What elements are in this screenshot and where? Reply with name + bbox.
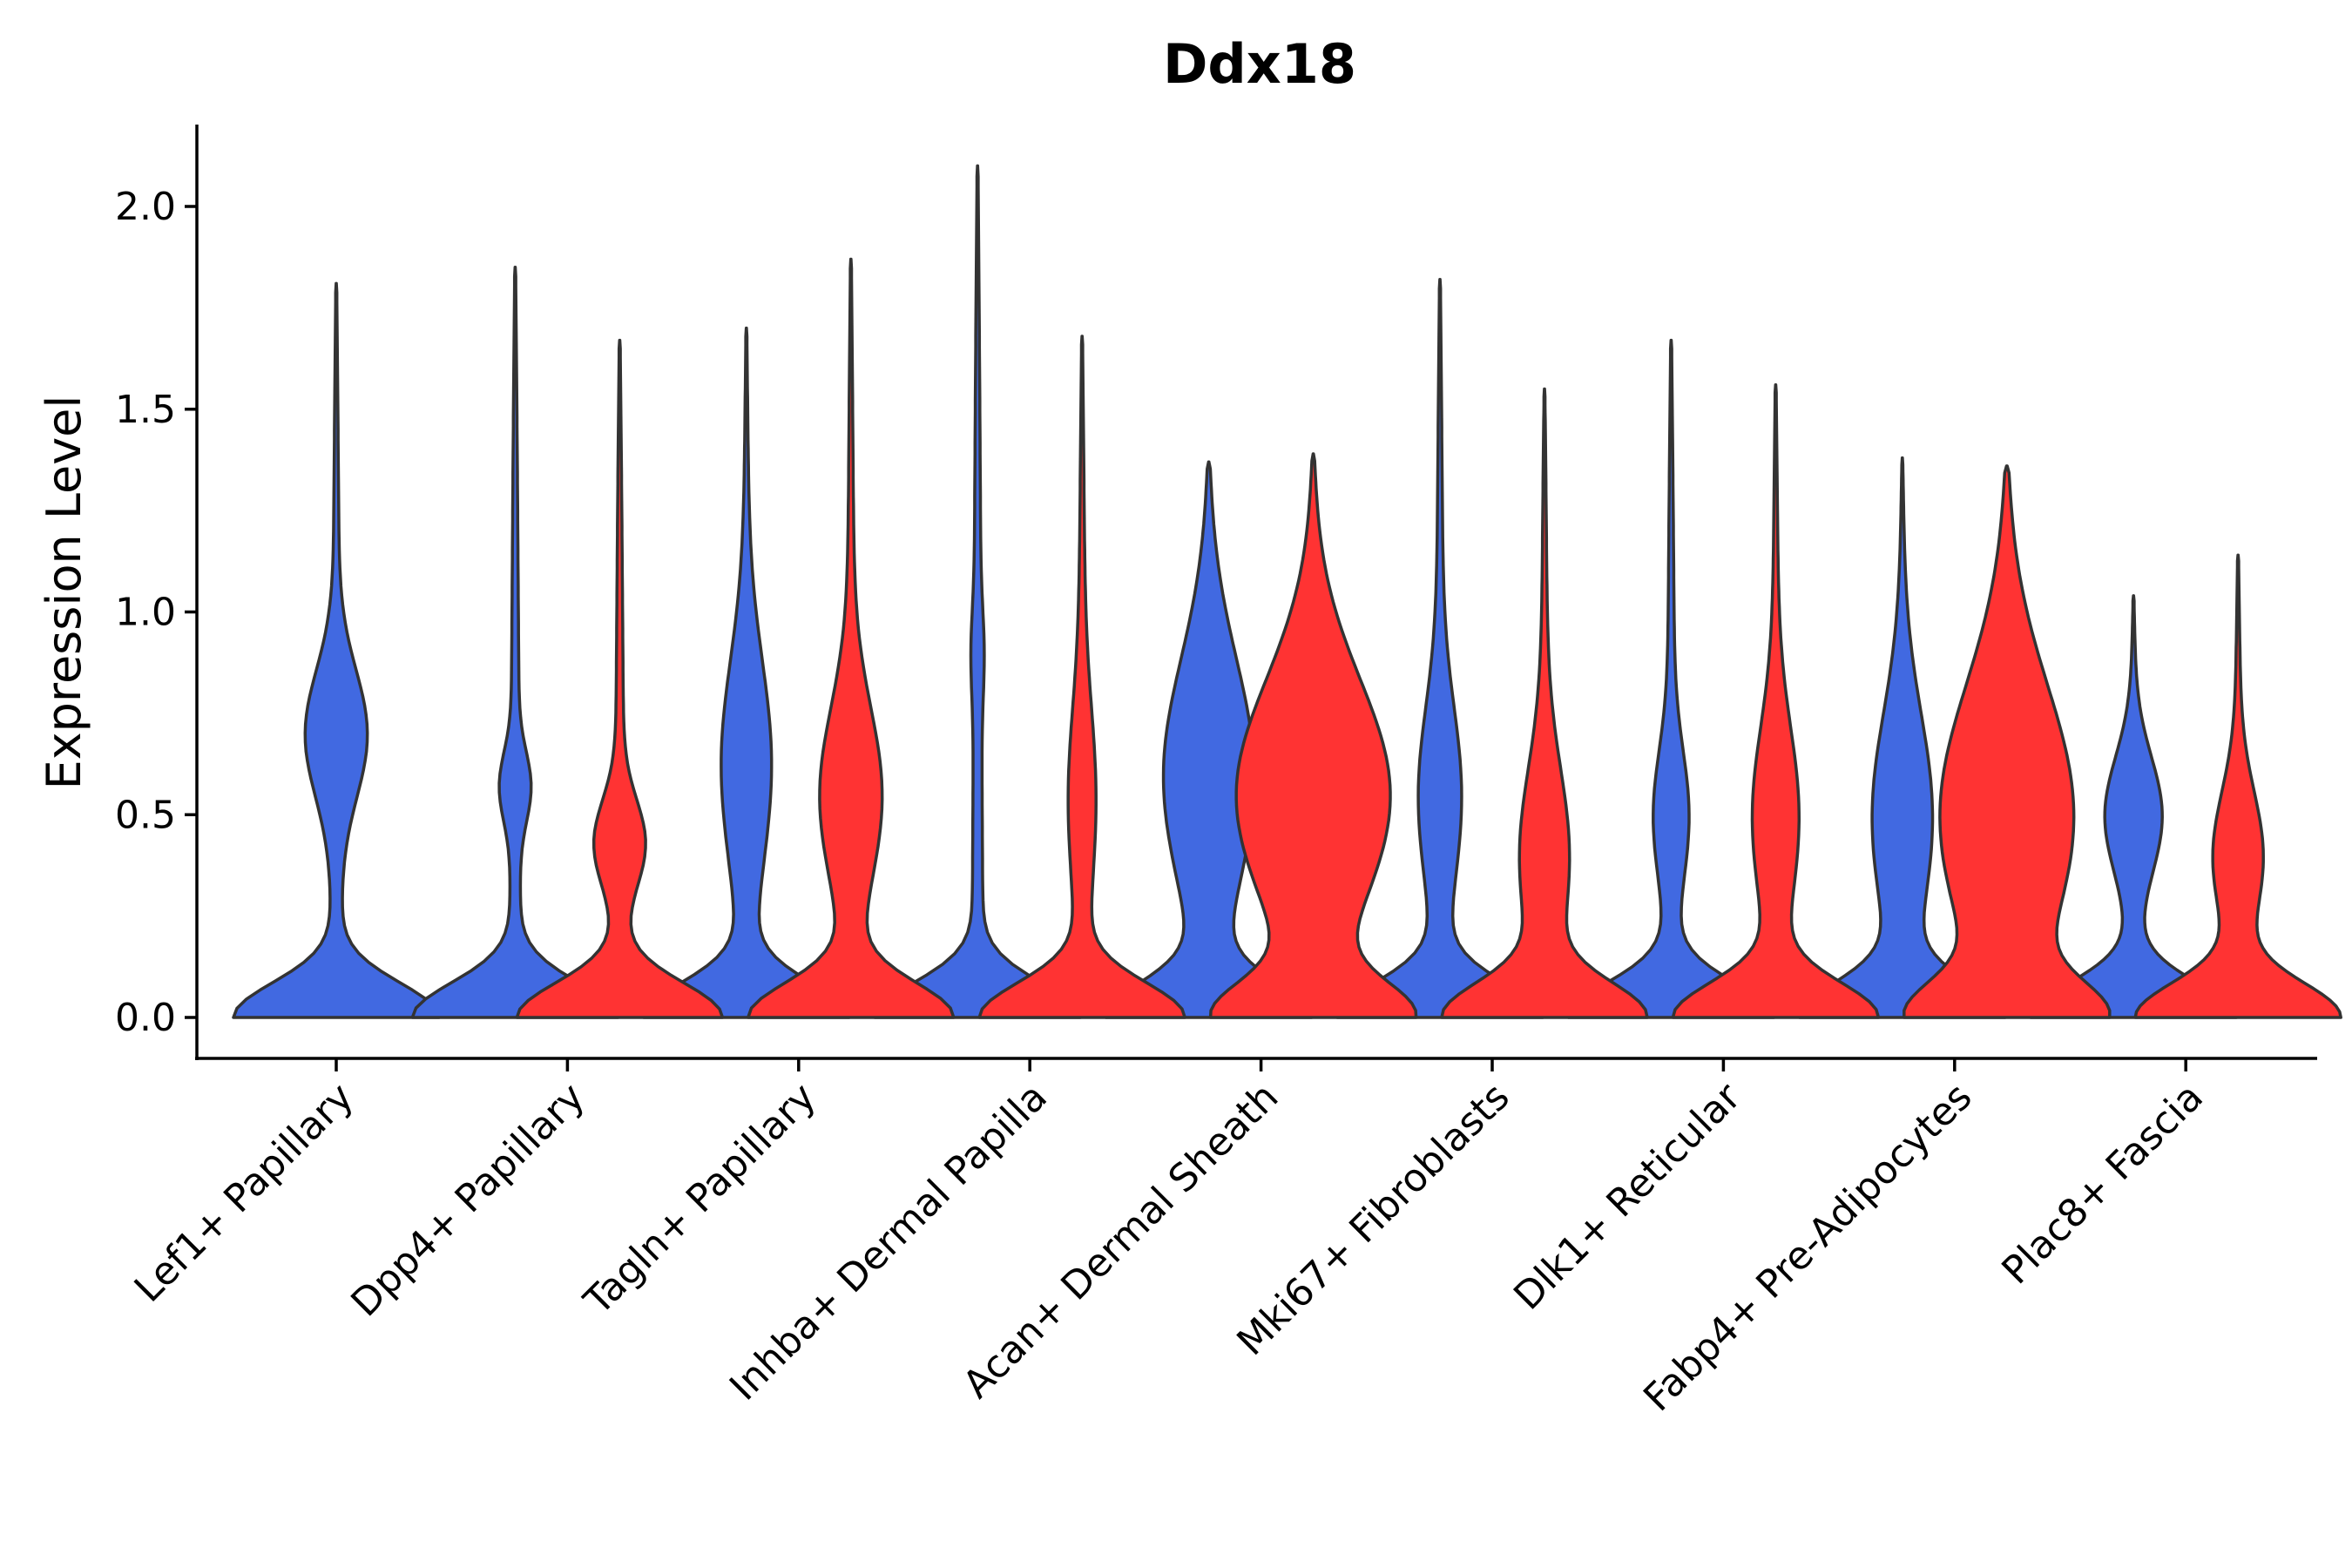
violin-group1 — [1566, 338, 1776, 1019]
y-tick-label: 0.0 — [115, 996, 176, 1040]
chart-title: Ddx18 — [1163, 32, 1356, 96]
y-tick-label: 2.0 — [115, 185, 176, 229]
violin-group2 — [1440, 387, 1649, 1019]
violin-group1 — [1335, 278, 1544, 1019]
violin-group1 — [2029, 594, 2238, 1019]
violin-group — [232, 164, 2342, 1019]
violin-group1 — [1798, 456, 2007, 1019]
x-tick-label: Plac8+ Fascia — [1993, 1075, 2212, 1294]
violin-group2 — [977, 335, 1186, 1019]
x-tick-label: Tagln+ Papillary — [575, 1075, 824, 1324]
violin-group2 — [1903, 464, 2112, 1019]
x-tick-label: Dlk1+ Reticular — [1505, 1074, 1750, 1319]
violin-group1 — [410, 266, 620, 1019]
violin-group2 — [515, 338, 725, 1019]
violin-group1 — [873, 164, 1082, 1019]
violin-group1 — [232, 281, 441, 1019]
violin-group2 — [747, 257, 956, 1019]
y-tick-label: 0.5 — [115, 793, 176, 837]
y-axis-label: Expression Level — [37, 395, 91, 790]
y-tick-label: 1.5 — [115, 388, 176, 432]
x-tick-label: Lef1+ Papillary — [126, 1075, 362, 1311]
violin-group2 — [2133, 553, 2342, 1019]
y-ticks: 0.0 0.5 1.0 1.5 2.0 — [115, 185, 197, 1040]
violin-group1 — [642, 326, 851, 1019]
x-tick-label: Dpp4+ Papillary — [343, 1075, 594, 1326]
violin-group2 — [1671, 383, 1881, 1019]
y-tick-label: 1.0 — [115, 591, 176, 635]
violin-group2 — [1208, 452, 1418, 1019]
